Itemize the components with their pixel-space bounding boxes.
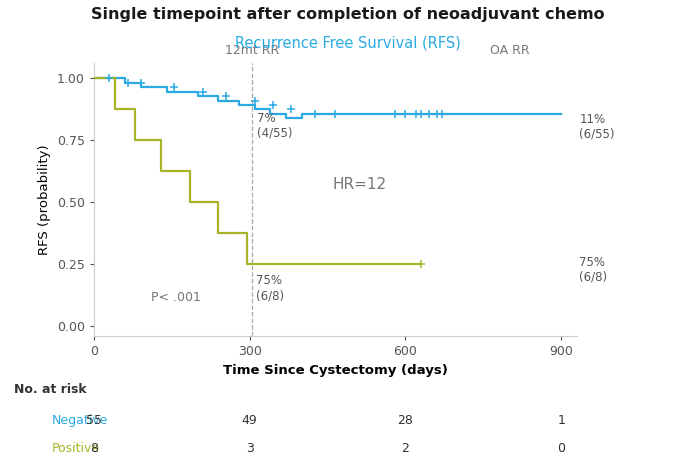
Text: 28: 28 — [398, 414, 414, 427]
Text: HR=12: HR=12 — [333, 178, 387, 192]
Text: Single timepoint after completion of neoadjuvant chemo: Single timepoint after completion of neo… — [90, 7, 605, 22]
Text: 3: 3 — [246, 442, 254, 455]
Text: 11%
(6/55): 11% (6/55) — [580, 112, 615, 141]
Text: Negative: Negative — [52, 414, 108, 427]
Text: No. at risk: No. at risk — [14, 383, 86, 396]
Text: 1: 1 — [557, 414, 565, 427]
Text: 0: 0 — [557, 442, 565, 455]
Text: Recurrence Free Survival (RFS): Recurrence Free Survival (RFS) — [235, 35, 460, 50]
Text: 75%
(6/8): 75% (6/8) — [580, 256, 607, 283]
X-axis label: Time Since Cystectomy (days): Time Since Cystectomy (days) — [223, 364, 448, 376]
Text: OA RR: OA RR — [489, 44, 529, 56]
Text: Positive: Positive — [52, 442, 100, 455]
Text: 8: 8 — [90, 442, 98, 455]
Text: 49: 49 — [242, 414, 258, 427]
Text: 75%
(6/8): 75% (6/8) — [256, 274, 284, 302]
Text: 2: 2 — [402, 442, 409, 455]
Text: 12mt RR: 12mt RR — [225, 44, 279, 56]
Y-axis label: RFS (probability): RFS (probability) — [38, 144, 51, 255]
Text: P< .001: P< .001 — [151, 291, 201, 304]
Text: 7%
(4/55): 7% (4/55) — [257, 112, 293, 140]
Text: 55: 55 — [85, 414, 102, 427]
